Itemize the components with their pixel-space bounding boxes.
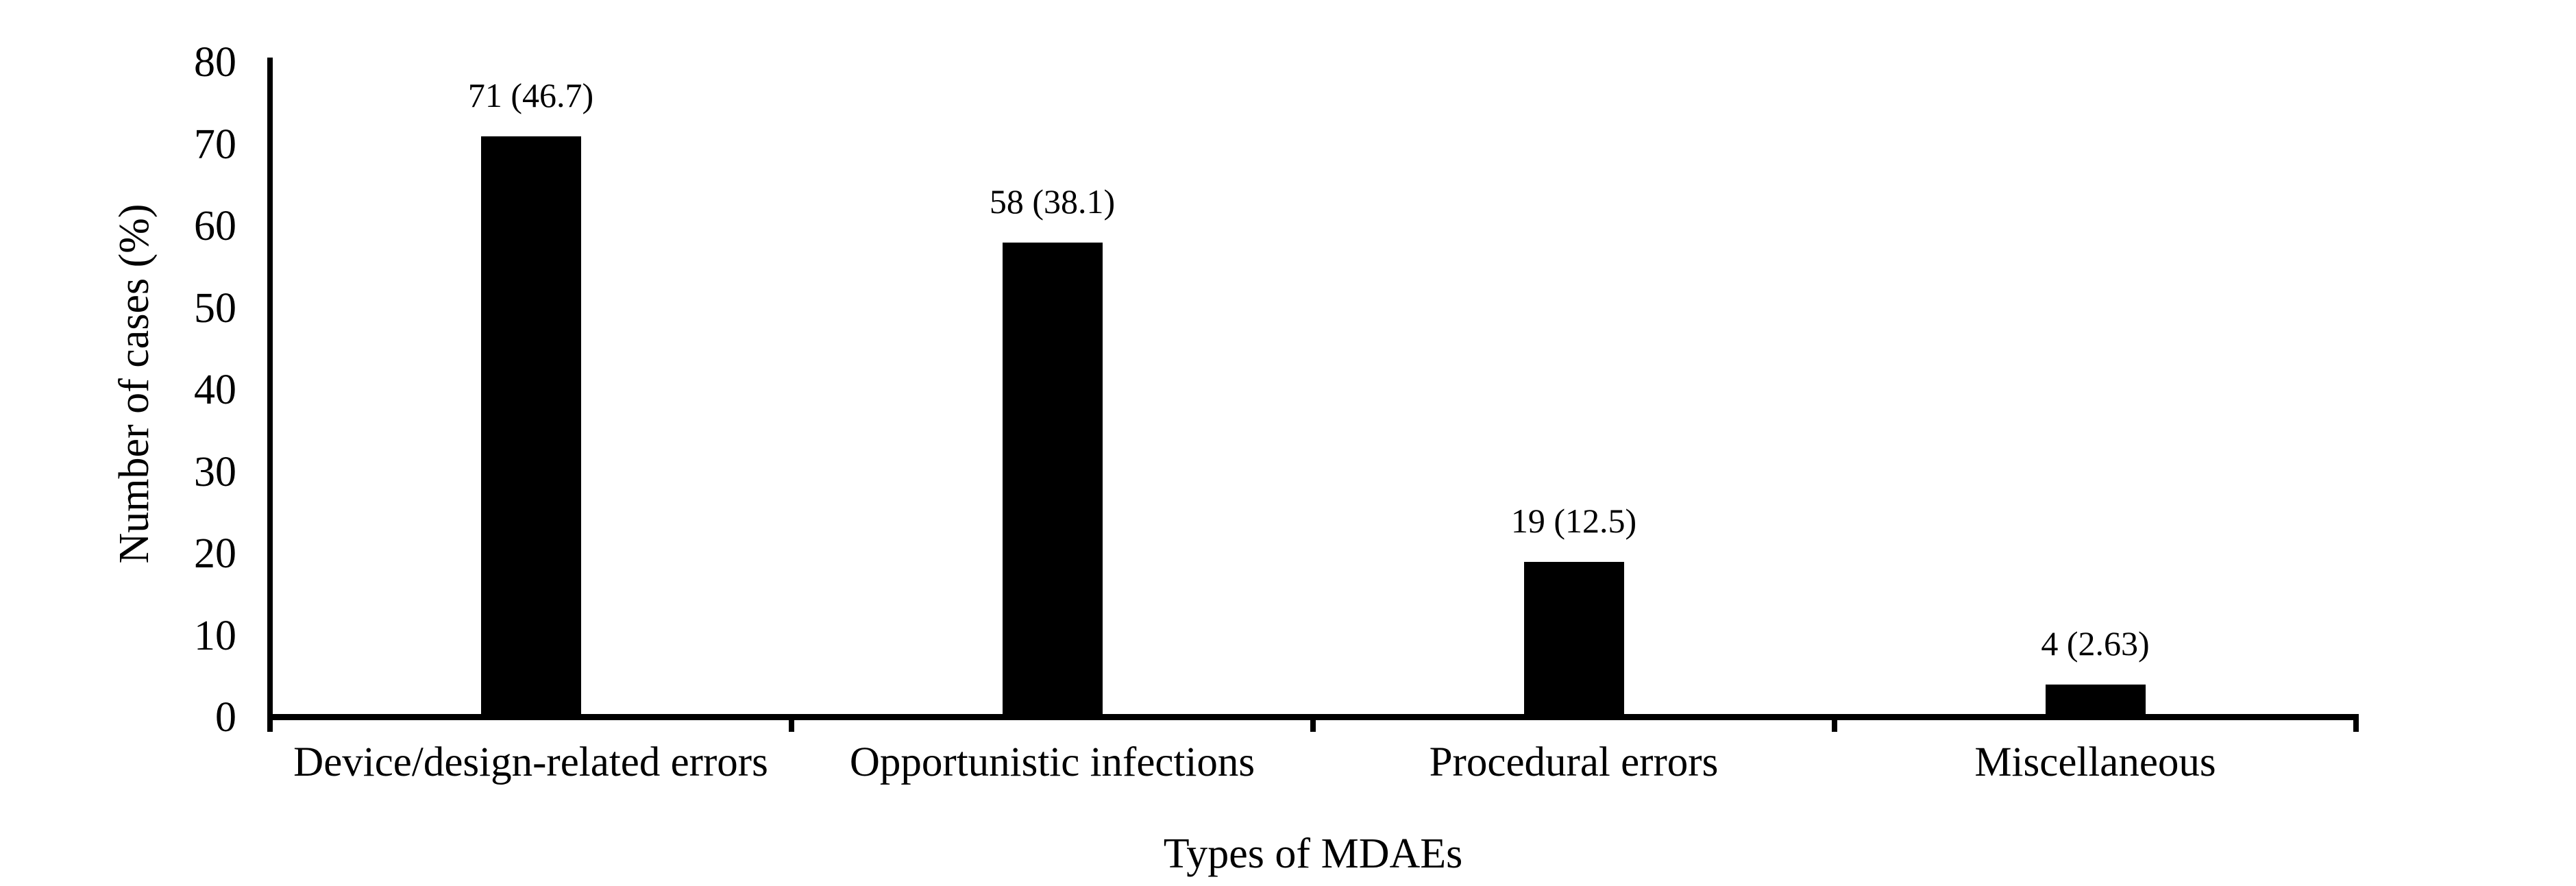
bar-value-label: 4 (2.63) bbox=[2041, 624, 2150, 663]
x-axis-tick bbox=[1832, 714, 1837, 732]
y-tick-label: 50 bbox=[194, 284, 236, 332]
bar-value-label: 58 (38.1) bbox=[989, 182, 1116, 221]
x-axis-tick bbox=[789, 714, 794, 732]
y-tick-label: 30 bbox=[194, 448, 236, 495]
x-axis-title: Types of MDAEs bbox=[1163, 830, 1463, 877]
category-label: Opportunistic infections bbox=[849, 739, 1255, 785]
y-axis-line bbox=[267, 58, 273, 732]
bar bbox=[480, 136, 581, 717]
y-tick-label: 70 bbox=[194, 121, 236, 168]
y-tick-label: 60 bbox=[194, 203, 236, 249]
bar-value-label: 19 (12.5) bbox=[1510, 501, 1637, 540]
y-tick-label: 80 bbox=[194, 39, 236, 86]
y-tick-label: 20 bbox=[194, 530, 236, 577]
bar-value-label: 71 (46.7) bbox=[467, 75, 594, 114]
x-axis-tick bbox=[1310, 714, 1316, 732]
category-label: Miscellaneous bbox=[1974, 739, 2216, 785]
bar bbox=[1002, 242, 1103, 717]
category-label: Device/design-related errors bbox=[293, 739, 768, 785]
y-tick-label: 40 bbox=[194, 367, 236, 413]
y-tick-label: 0 bbox=[215, 694, 236, 741]
x-axis-tick bbox=[2353, 714, 2359, 732]
bar bbox=[1523, 561, 1624, 717]
bar bbox=[2045, 685, 2146, 717]
category-label: Procedural errors bbox=[1429, 739, 1719, 785]
y-tick-label: 10 bbox=[194, 612, 236, 659]
